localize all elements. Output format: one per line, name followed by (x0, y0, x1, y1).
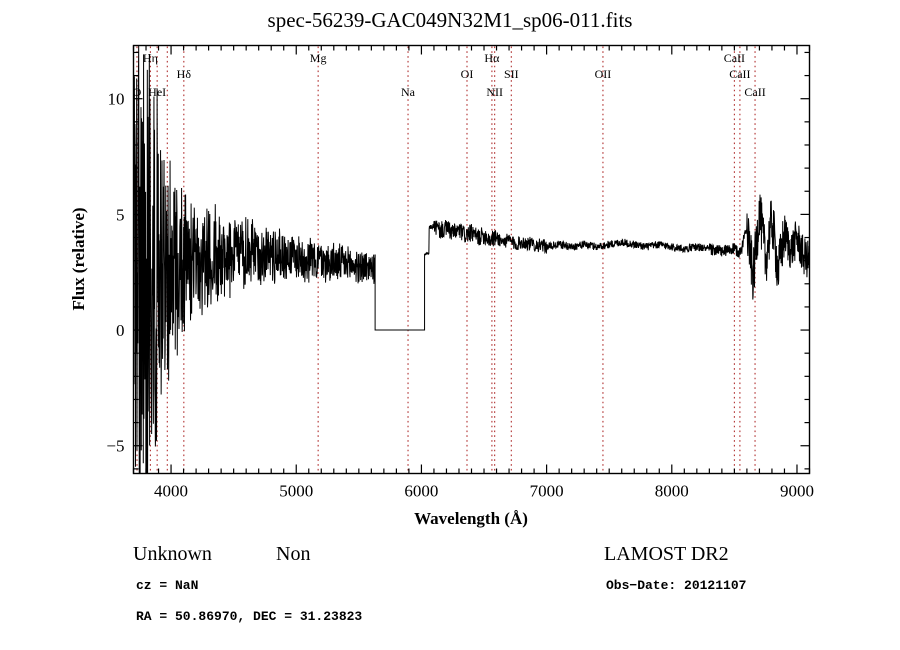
line-label-oii: OII (595, 67, 612, 81)
x-tick-label: 7000 (530, 482, 564, 501)
coordinates: RA = 50.86970, DEC = 31.23823 (136, 609, 362, 624)
obs-date: Obs−Date: 20121107 (606, 578, 746, 593)
line-label-mg: Mg (310, 51, 327, 65)
line-label-heta: Hη (143, 51, 158, 65)
y-tick-label: −5 (106, 437, 124, 456)
cz-value: cz = NaN (136, 578, 198, 593)
y-tick-label: 0 (116, 321, 125, 340)
x-tick-label: 4000 (154, 482, 188, 501)
x-tick-label: 8000 (655, 482, 689, 501)
line-label-caii-2: CaII (729, 67, 750, 81)
line-label-caii-1: CaII (724, 51, 745, 65)
y-axis-label: Flux (relative) (69, 207, 88, 310)
x-tick-label: 9000 (780, 482, 814, 501)
line-label-hdelta: Hδ (177, 67, 192, 81)
spectrum-segment-gap (374, 253, 426, 331)
metadata-block: Unknown Non cz = NaN RA = 50.86970, DEC … (133, 543, 746, 624)
tick-marks (132, 45, 811, 474)
y-tick-label: 10 (108, 90, 125, 109)
page-title: spec-56239-GAC049N32M1_sp06-011.fits (268, 8, 633, 32)
x-tick-label: 5000 (279, 482, 313, 501)
spectrum-trace-group (133, 45, 810, 474)
line-label-oiii: O (133, 85, 142, 99)
x-tick-label: 6000 (404, 482, 438, 501)
object-class: Unknown (133, 543, 212, 565)
tick-labels: 4000 5000 6000 7000 8000 9000 −5 0 5 10 (106, 90, 814, 501)
line-label-oi: OI (461, 67, 474, 81)
line-label-sii: SII (504, 67, 519, 81)
line-label-hei: HeI (148, 85, 166, 99)
y-tick-label: 5 (116, 205, 125, 224)
survey-name: LAMOST DR2 (604, 543, 729, 565)
line-label-caii-3: CaII (744, 85, 765, 99)
x-axis-label: Wavelength (Å) (414, 509, 528, 528)
spectrum-segment-blue-arm (133, 45, 376, 474)
line-label-halpha: Hα (484, 51, 500, 65)
line-label-nii: NII (486, 85, 503, 99)
axes-group: 4000 5000 6000 7000 8000 9000 −5 0 5 10 (106, 44, 814, 501)
object-subclass: Non (276, 543, 310, 565)
line-label-na: Na (401, 85, 416, 99)
spectrum-segment-red-arm (424, 194, 810, 300)
